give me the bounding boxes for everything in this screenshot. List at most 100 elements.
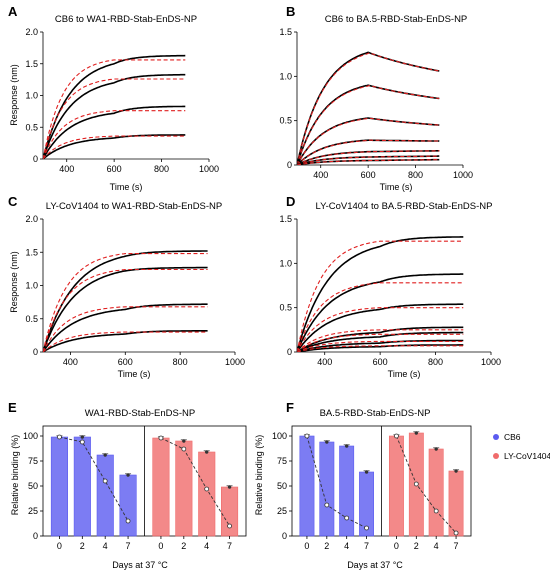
panel-d-xlabel: Time (s) [388, 369, 421, 379]
fit-curve-2 [297, 84, 440, 165]
x-tick-label: 600 [107, 164, 122, 174]
response-curve-1 [297, 236, 464, 352]
fit-curve-4 [297, 329, 464, 352]
x-tick-label: 800 [408, 170, 423, 180]
bar-LY-CoV1404-day-0 [152, 437, 170, 537]
bar-point [434, 447, 438, 451]
response-curve-1 [43, 54, 186, 159]
panel-f-xlabel: Days at 37 °C [347, 560, 403, 570]
fit-curve-1 [43, 59, 186, 159]
x-tick-label: 800 [428, 357, 443, 367]
x-tick-label: 400 [317, 357, 332, 367]
panel-b-label: B [286, 4, 295, 19]
plot-area [297, 236, 464, 352]
y-tick-label: 1.5 [279, 27, 292, 37]
fit-curve-7 [297, 159, 440, 165]
comparison-point [102, 478, 108, 484]
x-tick-label: 1000 [199, 164, 219, 174]
bar-point [103, 453, 107, 457]
x-tick-label: 600 [361, 170, 376, 180]
panel-b: B CB6 to BA.5-RBD-Stab-EnDS-NP Time (s) … [279, 4, 473, 192]
legend-label-ly-cov1404: LY-CoV1404 [504, 451, 550, 461]
bar-point [182, 439, 186, 443]
panel-a-xlabel: Time (s) [110, 182, 143, 192]
comparison-point [181, 446, 187, 452]
comparison-point [158, 435, 164, 441]
panel-a-title: CB6 to WA1-RBD-Stab-EnDS-NP [55, 14, 197, 25]
comparison-point [433, 508, 439, 514]
x-tick-label: 1000 [453, 170, 473, 180]
x-tick-label: 2 [80, 541, 85, 551]
response-curve-4 [43, 329, 208, 352]
fit-curve-2 [43, 78, 186, 159]
y-tick-label: 2.0 [25, 27, 38, 37]
panel-e: E WA1-RBD-Stab-EnDS-NP Days at 37 °C Rel… [8, 400, 247, 570]
fit-curve-3 [297, 307, 464, 352]
response-curve-2 [297, 273, 464, 352]
x-tick-label: 0 [158, 541, 163, 551]
panel-e-title: WA1-RBD-Stab-EnDS-NP [85, 408, 196, 419]
bar-LY-CoV1404-day-7 [221, 486, 239, 537]
y-tick-label: 0 [33, 531, 38, 541]
fit-curve-2 [297, 282, 464, 352]
x-tick-label: 2 [324, 541, 329, 551]
panel-b-xlabel: Time (s) [380, 182, 413, 192]
bar-point [325, 440, 329, 444]
legend-swatch-cb6 [493, 434, 499, 440]
response-curve-3 [43, 303, 208, 352]
y-tick-label: 1.0 [25, 281, 38, 291]
y-tick-label: 0.5 [279, 116, 292, 126]
comparison-point [324, 502, 330, 508]
bar-LY-CoV1404-day-4 [428, 448, 444, 537]
fit-curve-5 [297, 333, 464, 352]
y-tick-label: 0 [287, 347, 292, 357]
fit-curve-3 [43, 110, 186, 159]
fit-curve-1 [297, 240, 464, 352]
y-tick-label: 1.5 [25, 247, 38, 257]
comparison-point [57, 434, 62, 440]
y-tick-label: 75 [28, 456, 38, 466]
x-tick-label: 7 [227, 541, 232, 551]
y-tick-label: 0 [287, 160, 292, 170]
x-tick-label: 1000 [481, 357, 501, 367]
plot-area [297, 51, 440, 165]
panel-c: C LY-CoV1404 to WA1-RBD-Stab-EnDS-NP Tim… [8, 194, 245, 379]
x-tick-label: 2 [414, 541, 419, 551]
comparison-point [453, 530, 459, 536]
response-curve-1 [297, 51, 440, 165]
y-tick-label: 50 [28, 481, 38, 491]
panel-c-ylabel: Response (nm) [9, 251, 19, 313]
panel-f: F BA.5-RBD-Stab-EnDS-NP Days at 37 °C Re… [254, 400, 472, 570]
bar-LY-CoV1404-day-2 [175, 440, 193, 537]
y-tick-label: 1.0 [279, 71, 292, 81]
y-tick-label: 100 [23, 431, 38, 441]
y-tick-label: 25 [28, 506, 38, 516]
comparison-point [304, 433, 310, 439]
panel-d: D LY-CoV1404 to BA.5-RBD-Stab-EnDS-NP Ti… [279, 194, 501, 379]
comparison-point [364, 525, 369, 531]
y-tick-label: 1.0 [25, 91, 38, 101]
y-tick-label: 100 [272, 431, 287, 441]
x-tick-label: 4 [434, 541, 439, 551]
response-curve-2 [43, 73, 186, 159]
panel-a-ylabel: Response (nm) [9, 64, 19, 126]
x-tick-label: 4 [103, 541, 108, 551]
response-curve-4 [43, 134, 186, 159]
bar-point [126, 473, 130, 477]
bar-point [227, 485, 232, 489]
panel-d-label: D [286, 194, 295, 209]
x-tick-label: 800 [173, 357, 188, 367]
x-tick-label: 7 [364, 541, 369, 551]
comparison-point [394, 433, 399, 439]
bar-point [344, 444, 349, 448]
y-tick-label: 0 [282, 531, 287, 541]
bar-CB6-day-7 [119, 474, 137, 537]
y-tick-label: 0.5 [25, 122, 38, 132]
panel-d-title: LY-CoV1404 to BA.5-RBD-Stab-EnDS-NP [316, 201, 493, 212]
x-tick-label: 600 [118, 357, 133, 367]
panel-b-title: CB6 to BA.5-RBD-Stab-EnDS-NP [325, 14, 468, 25]
x-tick-label: 4 [344, 541, 349, 551]
response-curve-2 [297, 84, 440, 165]
x-tick-label: 1000 [225, 357, 245, 367]
comparison-point [125, 518, 131, 524]
